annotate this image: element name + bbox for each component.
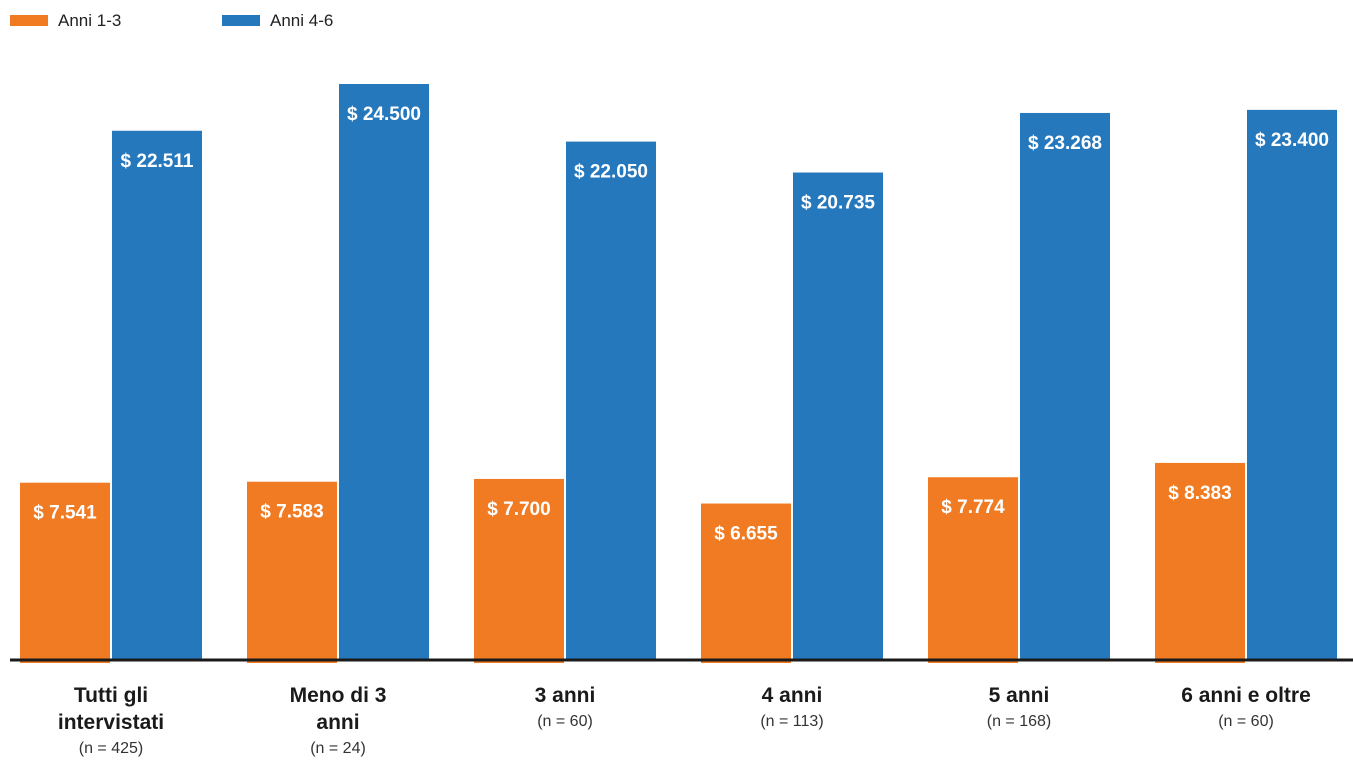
category-sample-size: (n = 113) — [760, 713, 823, 730]
bar-value-label: $ 7.774 — [941, 497, 1005, 518]
category-label: 6 anni e oltre — [1181, 684, 1311, 707]
legend-label-2: Anni 4-6 — [270, 11, 333, 30]
category-sample-size: (n = 24) — [310, 740, 366, 757]
bar-value-label: $ 7.700 — [487, 499, 550, 520]
bar-value-label: $ 22.511 — [121, 151, 194, 172]
bar-value-label: $ 20.735 — [801, 193, 875, 214]
legend-swatch-2 — [222, 15, 260, 26]
category-label: 4 anni — [762, 684, 823, 707]
bar-anni-4-6-4 — [793, 172, 883, 660]
category-sample-size: (n = 60) — [537, 713, 593, 730]
legend: Anni 1-3 Anni 4-6 — [10, 11, 333, 30]
category-label: 5 anni — [989, 684, 1050, 707]
bar-anni-1-3-3 — [474, 478, 564, 663]
bar-anni-4-6-1 — [112, 130, 202, 661]
bar-anni-1-3-4 — [701, 503, 791, 663]
bar-value-label: $ 24.500 — [347, 104, 421, 125]
bar-value-label: $ 23.400 — [1255, 130, 1329, 151]
bar-value-label: $ 23.268 — [1028, 133, 1102, 154]
bar-value-label: $ 8.383 — [1168, 483, 1231, 504]
bar-value-labels: $ 7.541 $ 22.511 $ 7.583 $ 24.500 $ 7.700 $ 2… — [33, 104, 1329, 545]
bar-value-label: $ 7.541 — [33, 503, 97, 524]
bar-anni-1-3-1 — [20, 482, 110, 663]
category-label: anni — [316, 711, 359, 734]
bar-anni-1-3-2 — [247, 481, 337, 663]
legend-label-1: Anni 1-3 — [58, 11, 121, 30]
category-label: Tutti gli — [74, 684, 148, 707]
category-label: 3 anni — [535, 684, 596, 707]
bar-anni-1-3-5 — [928, 477, 1018, 663]
bar-value-label: $ 22.050 — [574, 162, 648, 183]
bar-anni-4-6-6 — [1247, 109, 1337, 661]
bars — [20, 84, 1337, 663]
bar-anni-4-6-2 — [339, 84, 429, 660]
bar-value-label: $ 7.583 — [260, 502, 323, 523]
category-label: Meno di 3 — [290, 684, 387, 707]
bar-anni-4-6-5 — [1020, 112, 1110, 660]
bar-anni-4-6-3 — [566, 141, 656, 661]
category-label: intervistati — [58, 711, 164, 734]
bar-anni-1-3-6 — [1155, 462, 1245, 663]
category-sample-size: (n = 168) — [987, 713, 1051, 730]
legend-swatch-1 — [10, 15, 48, 26]
category-sample-size: (n = 425) — [79, 740, 143, 757]
bar-value-label: $ 6.655 — [714, 524, 778, 545]
category-labels: Tutti gli intervistati (n = 425) Meno di 3 a… — [58, 684, 1311, 757]
category-sample-size: (n = 60) — [1218, 713, 1274, 730]
